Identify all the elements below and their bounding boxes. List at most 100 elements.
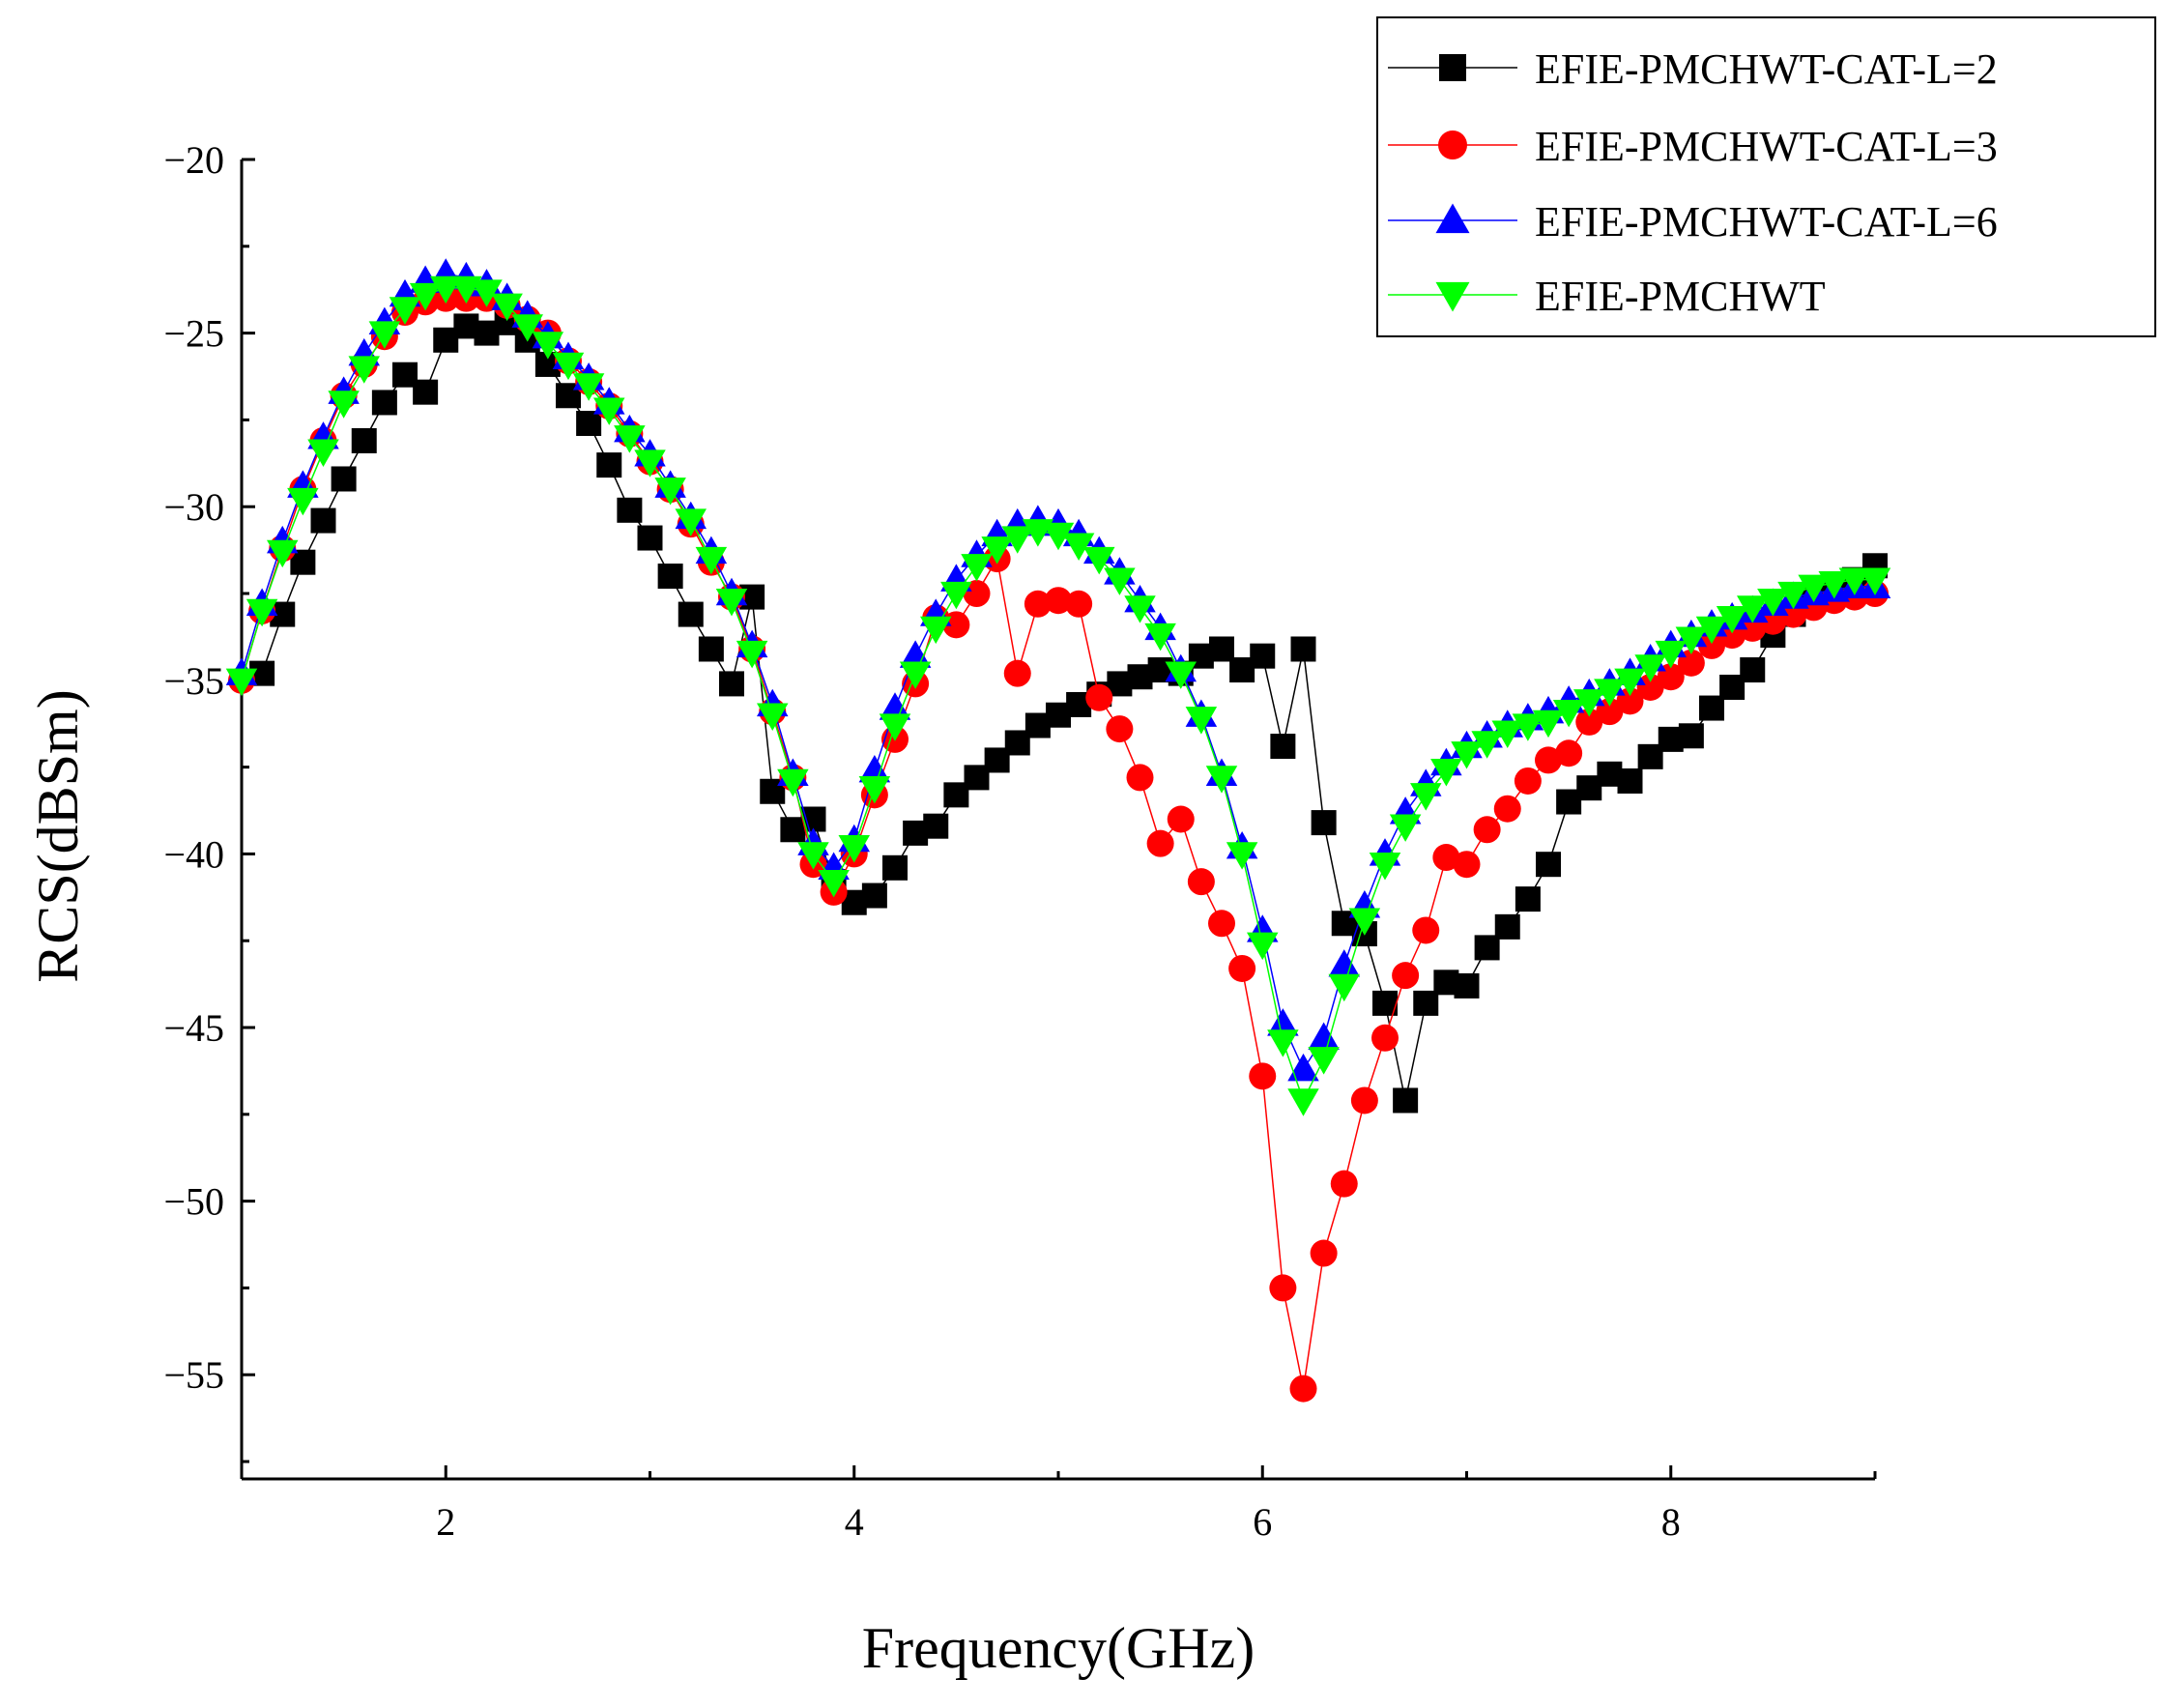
x-tick-label: 4 (845, 1500, 864, 1544)
data-point (818, 869, 850, 898)
data-point (1493, 795, 1521, 823)
data-point (1451, 741, 1483, 769)
data-point (899, 661, 932, 689)
data-point (1393, 1087, 1419, 1114)
y-tick-label: −20 (163, 138, 224, 182)
data-point (1126, 764, 1154, 792)
y-tick-label: −30 (163, 485, 224, 529)
y-tick-label: −25 (163, 312, 224, 356)
data-point (552, 352, 585, 381)
data-point (719, 671, 744, 697)
y-tick-label: −35 (163, 659, 224, 703)
data-point (1146, 829, 1174, 857)
series-1 (249, 309, 1888, 1114)
data-point (348, 356, 380, 384)
y-tick-label: −50 (163, 1180, 224, 1224)
data-point (1124, 595, 1156, 623)
axes (240, 159, 1875, 1481)
x-tick-label: 6 (1253, 1500, 1272, 1544)
data-point (1165, 661, 1197, 689)
data-point (1205, 766, 1238, 794)
data-point (576, 411, 602, 436)
data-point (491, 293, 523, 322)
data-point (351, 427, 377, 453)
data-point (1536, 852, 1561, 878)
data-point (1432, 844, 1460, 872)
data-point (981, 536, 1013, 565)
data-point (1532, 709, 1565, 738)
data-point (572, 373, 605, 401)
series-4 (225, 275, 1891, 1116)
data-point (1655, 640, 1687, 669)
data-point (1838, 567, 1871, 595)
data-point (1001, 526, 1033, 554)
data-point (1311, 810, 1337, 836)
data-point (695, 546, 728, 575)
data-point (1083, 546, 1115, 575)
data-point (1798, 574, 1830, 603)
data-point (920, 616, 952, 645)
data-point (1167, 805, 1195, 833)
data-point (698, 636, 724, 662)
data-point (1675, 626, 1708, 654)
data-point (368, 321, 401, 349)
x-tick-label: 8 (1661, 1500, 1681, 1544)
data-point (1515, 886, 1541, 912)
data-point (1535, 746, 1562, 774)
data-point (634, 449, 666, 478)
data-point (471, 279, 503, 307)
data-point (1473, 816, 1501, 844)
data-point (715, 589, 748, 617)
data-point (777, 768, 809, 797)
data-point (1287, 1053, 1319, 1082)
data-point (1410, 783, 1442, 811)
legend: EFIE-PMCHWT-CAT-L=2 EFIE-PMCHWT-CAT-L=3 EF… (1376, 16, 2156, 337)
data-point (1555, 739, 1583, 767)
data-point (797, 842, 829, 870)
legend-box (1376, 16, 2156, 337)
data-point (1777, 581, 1809, 610)
data-point (245, 598, 278, 627)
data-point (1369, 853, 1401, 881)
data-point (1514, 767, 1542, 795)
data-point (1454, 972, 1480, 999)
data-point (1270, 734, 1296, 760)
data-point (596, 452, 622, 478)
data-point (1389, 814, 1422, 842)
data-point (1348, 908, 1381, 936)
data-point (657, 564, 683, 590)
data-point (614, 425, 646, 453)
data-point (1512, 713, 1544, 741)
data-point (1818, 571, 1850, 599)
data-point (654, 478, 686, 506)
data-point (1024, 590, 1052, 618)
data-point (1757, 589, 1789, 617)
data-point (1617, 767, 1643, 794)
data-point (923, 813, 949, 839)
data-point (1289, 1375, 1317, 1403)
x-tick-label: 2 (436, 1500, 455, 1544)
data-point (1330, 1170, 1358, 1198)
data-point (1062, 533, 1095, 561)
series-2 (228, 284, 1889, 1403)
data-point (1634, 654, 1666, 682)
data-point (1085, 683, 1113, 711)
data-point (1430, 759, 1462, 787)
y-tick-label: −45 (163, 1006, 224, 1050)
data-point (1859, 567, 1891, 595)
data-point (593, 397, 625, 425)
data-point (1310, 1239, 1338, 1267)
legend-marker (1439, 54, 1466, 81)
data-point (1290, 636, 1316, 662)
legend-label: EFIE-PMCHWT-CAT-L=3 (1535, 123, 1998, 170)
data-point (1267, 1008, 1299, 1036)
data-point (1308, 1047, 1340, 1075)
y-tick-label: −40 (163, 832, 224, 876)
data-point (1328, 949, 1360, 977)
data-point (1453, 851, 1481, 879)
data-point (882, 854, 908, 881)
data-point (1267, 1029, 1299, 1057)
data-point (1106, 715, 1134, 743)
data-point (409, 282, 442, 311)
data-point (879, 713, 911, 741)
